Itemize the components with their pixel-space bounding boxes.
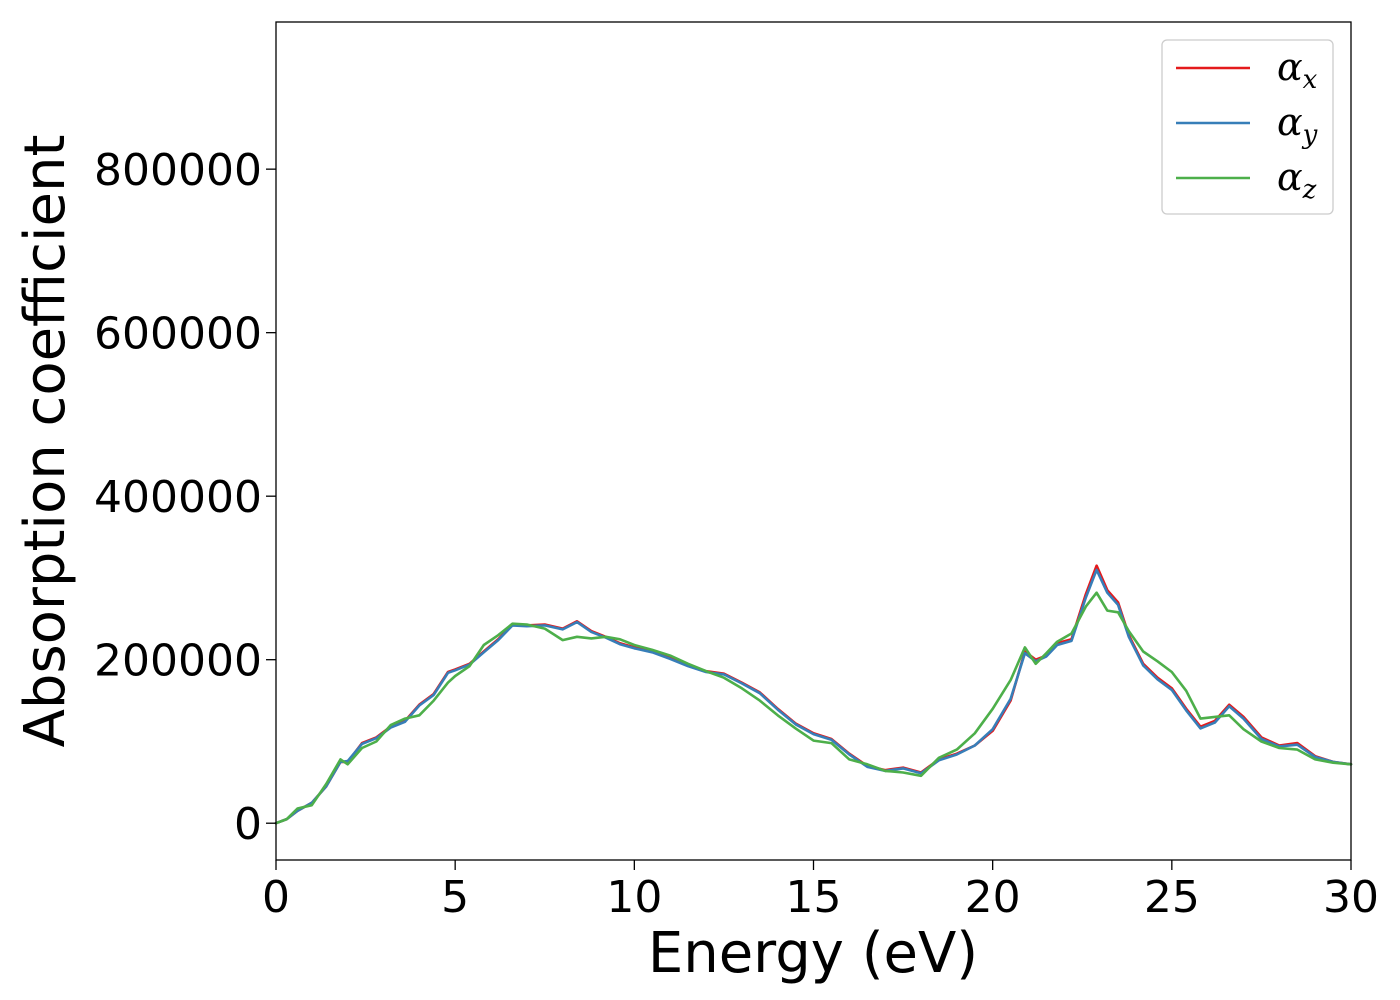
series-line-z xyxy=(274,591,1353,825)
y-tick-label: 200000 xyxy=(94,636,262,687)
y-tick-label: 0 xyxy=(234,799,262,850)
x-axis-label: Energy (eV) xyxy=(648,921,978,986)
x-tick-label: 20 xyxy=(965,872,1021,923)
legend-frame xyxy=(1161,39,1334,215)
y-axis-label: Absorption coefficient xyxy=(13,135,78,748)
y-tick-label: 400000 xyxy=(94,472,262,523)
legend-label-z: αz xyxy=(1277,155,1317,205)
y-axis: 0 200000 400000 600000 800000 xyxy=(94,145,276,850)
x-tick-label: 0 xyxy=(262,872,290,923)
y-tick-label: 800000 xyxy=(94,145,262,196)
y-tick-label: 600000 xyxy=(94,309,262,360)
series-layer xyxy=(274,564,1353,825)
x-tick-label: 30 xyxy=(1323,872,1379,923)
legend-label-y: αy xyxy=(1277,100,1318,150)
series-line-y xyxy=(274,568,1353,825)
legend-label-x: αx xyxy=(1277,45,1318,95)
x-tick-label: 15 xyxy=(786,872,842,923)
x-tick-label: 25 xyxy=(1144,872,1200,923)
x-tick-label: 5 xyxy=(441,872,469,923)
x-axis: 0 5 10 15 20 25 30 xyxy=(262,860,1379,923)
x-tick-label: 10 xyxy=(606,872,662,923)
